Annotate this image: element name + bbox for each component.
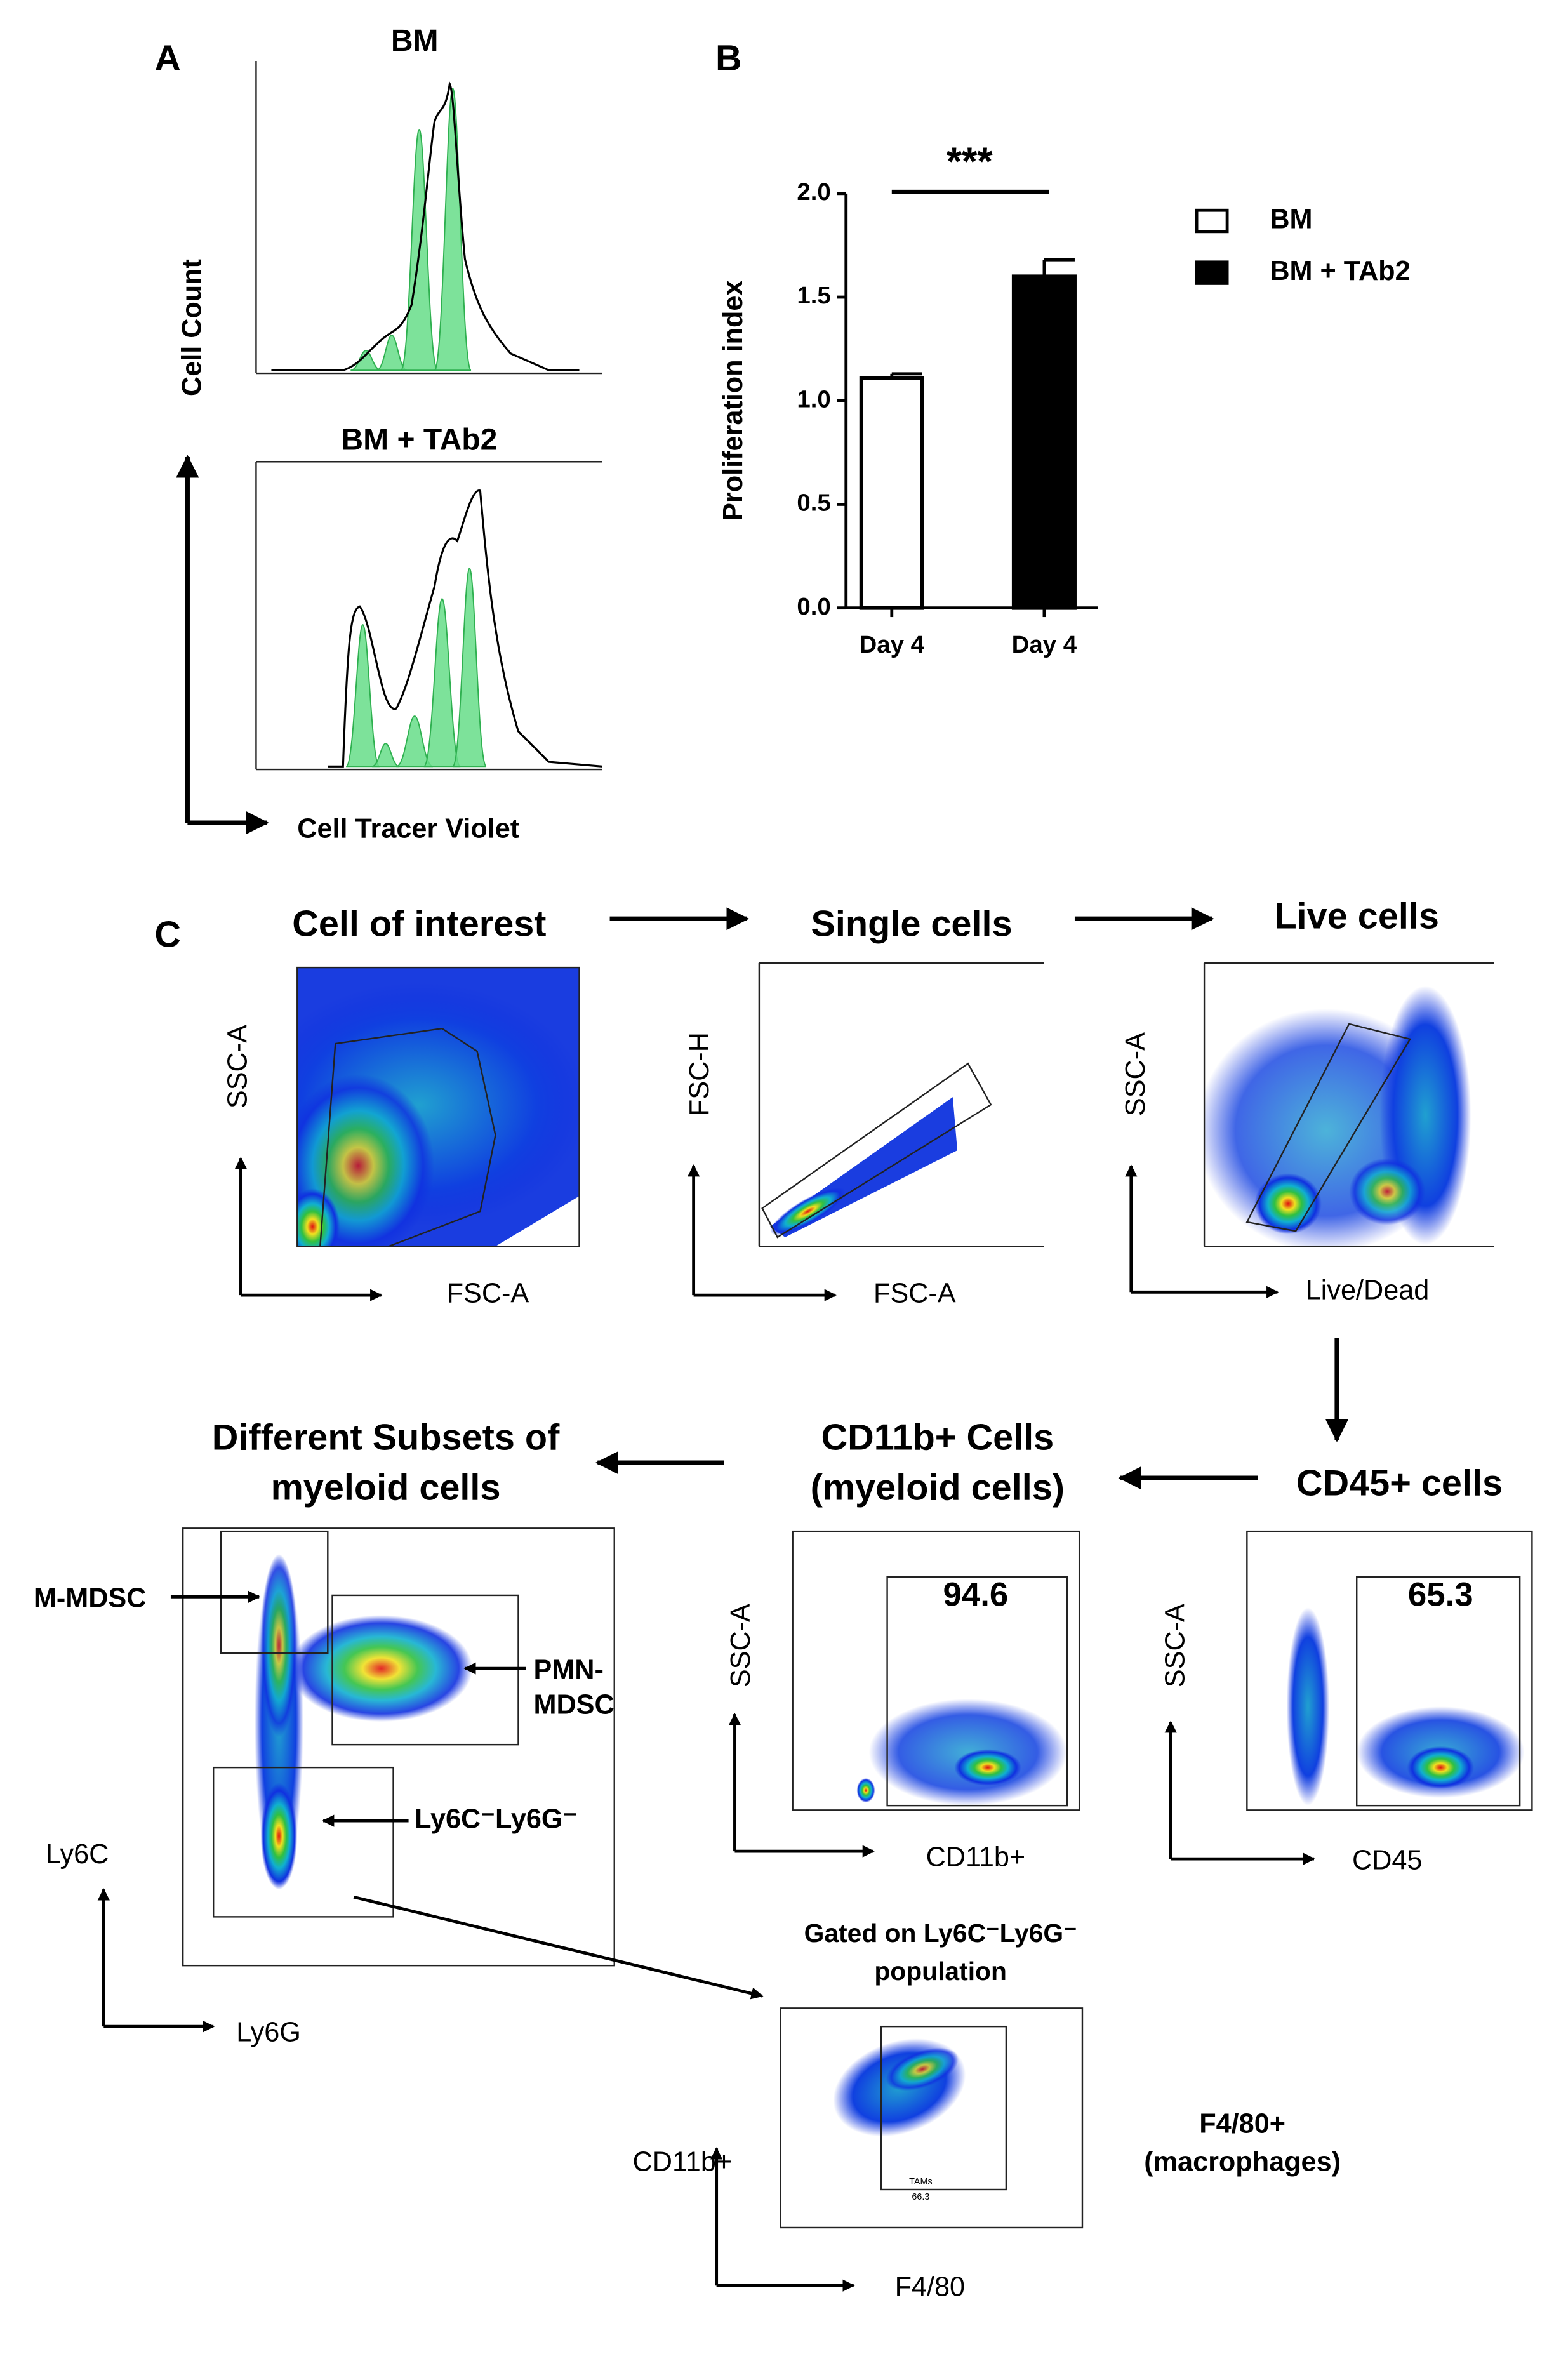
- histogram-outline: [328, 489, 602, 768]
- legend-label: BM: [1270, 204, 1312, 234]
- density: [260, 1783, 298, 1890]
- axis-label: FSC-A: [873, 1279, 956, 1309]
- bar: [1011, 274, 1077, 610]
- gate-note: population: [874, 1957, 1007, 1986]
- subset-label: M-MDSC: [34, 1583, 147, 1614]
- density: [868, 1699, 1067, 1806]
- density: [260, 1554, 298, 1738]
- axis-label: Ly6C: [46, 1839, 109, 1870]
- axis-label: FSC-A: [447, 1279, 529, 1309]
- histogram-peak: [423, 598, 462, 768]
- density: [770, 1187, 846, 1235]
- y-axis-label: Proliferation index: [718, 281, 748, 521]
- gate-value: 94.6: [943, 1576, 1008, 1613]
- gate: [212, 1766, 394, 1918]
- axis-label: CD45: [1352, 1845, 1422, 1875]
- panel-label: C: [154, 914, 181, 955]
- result-label: (macrophages): [1144, 2147, 1341, 2177]
- subset-label: Ly6C⁻Ly6G⁻: [415, 1804, 577, 1835]
- gate-note: Gated on Ly6C⁻Ly6G⁻: [804, 1918, 1077, 1948]
- gate: [886, 1576, 1068, 1807]
- subset-label: MDSC: [533, 1690, 614, 1720]
- axis-label: SSC-A: [1120, 1032, 1151, 1116]
- histogram-peaks: [350, 88, 472, 371]
- gate-value: 66.3: [912, 2192, 929, 2202]
- histogram-peak: [434, 88, 472, 371]
- density: [1286, 1607, 1329, 1806]
- gate: [220, 1530, 329, 1654]
- histogram-peak: [345, 624, 380, 768]
- x-tick-label: Day 4: [1012, 631, 1077, 658]
- legend-swatch: [1195, 260, 1229, 285]
- step-title: CD45+ cells: [1296, 1463, 1503, 1503]
- panel-label: B: [715, 38, 742, 79]
- axis-label: Cell Tracer Violet: [297, 813, 519, 844]
- histogram-peaks: [345, 568, 487, 768]
- legend-label: BM + TAb2: [1270, 256, 1410, 286]
- gate-name: TAMs: [909, 2177, 933, 2187]
- x-tick-label: Day 4: [860, 631, 925, 658]
- axis-label: F4/80: [895, 2271, 966, 2302]
- step-title: Live cells: [1274, 896, 1438, 937]
- histogram-peak: [452, 568, 487, 768]
- axis-label: Cell Count: [176, 259, 207, 396]
- plot-frame: [182, 1527, 615, 1967]
- axis-label: Live/Dead: [1306, 1275, 1430, 1306]
- y-tick-label: 0.5: [797, 489, 830, 517]
- histogram-peak: [350, 350, 382, 371]
- y-tick-label: 0.0: [797, 593, 830, 620]
- panel-label: A: [154, 38, 181, 79]
- density: [1407, 1746, 1475, 1789]
- subset-label: PMN-: [533, 1654, 603, 1685]
- axis-label: SSC-A: [222, 1025, 253, 1108]
- density: [954, 1749, 1021, 1786]
- legend-swatch: [1195, 208, 1229, 234]
- histogram-title: BM + TAb2: [341, 423, 497, 457]
- gate: [761, 1062, 992, 1239]
- step-title: Different Subsets of: [212, 1417, 560, 1458]
- step-title: CD11b+ Cells: [821, 1417, 1054, 1458]
- axis-label: SSC-A: [1160, 1604, 1190, 1687]
- axis-label: Ly6G: [236, 2018, 301, 2048]
- axis-label: CD11b+: [926, 1842, 1026, 1873]
- plot-frame: [296, 966, 580, 1247]
- plot-frame: [780, 2007, 1084, 2229]
- step-title: Single cells: [811, 904, 1012, 945]
- bar: [859, 376, 924, 610]
- bar-chart: 0.0 0.5 1.0 1.5 2.0 Day 4 Day 4 BM BM + TAb2 Prol…: [718, 140, 1411, 658]
- flow-arrow: [353, 1895, 764, 2000]
- gate: [1356, 1576, 1521, 1807]
- plot-frame: [792, 1530, 1080, 1811]
- step-title: myeloid cells: [271, 1468, 501, 1508]
- density: [856, 1778, 875, 1803]
- histogram-peak: [371, 743, 400, 768]
- axis-label: SSC-A: [726, 1604, 756, 1687]
- step-title: Cell of interest: [292, 904, 546, 945]
- histogram-outline: [271, 81, 580, 371]
- plot-frame: [1246, 1530, 1533, 1811]
- significance: ***: [947, 140, 993, 184]
- result-label: F4/80+: [1199, 2109, 1285, 2139]
- y-tick-label: 1.0: [797, 385, 830, 413]
- y-tick-label: 1.5: [797, 282, 830, 309]
- density: [886, 2047, 959, 2091]
- density-plot: [1204, 985, 1471, 1247]
- histogram-title: BM: [391, 24, 439, 58]
- step-title: (myeloid cells): [811, 1468, 1065, 1508]
- axis-label: FSC-H: [684, 1032, 715, 1116]
- gate: [880, 2025, 1007, 2191]
- density: [289, 1615, 473, 1722]
- gate-value: 65.3: [1408, 1576, 1473, 1613]
- density-plot: [297, 967, 580, 1247]
- y-tick-label: 2.0: [797, 178, 830, 206]
